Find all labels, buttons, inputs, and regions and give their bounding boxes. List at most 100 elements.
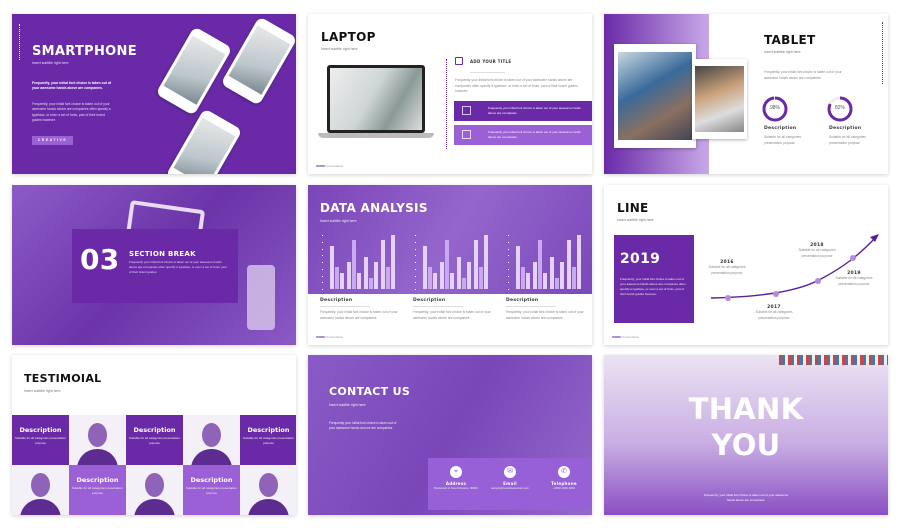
chart-bar (330, 245, 334, 289)
testimonial-card: Description Suitable for all categories p… (69, 465, 126, 515)
slide-thank-you[interactable]: THANK YOU Frequently, your initial font … (604, 355, 888, 515)
chart-bar (369, 278, 373, 289)
slide-title: LINE (617, 201, 649, 215)
bookshelf-photo (779, 355, 888, 365)
mail-icon: ✉ (504, 466, 516, 478)
edit-icon (455, 57, 463, 65)
y-tick (415, 241, 416, 243)
decorative-dots (882, 22, 883, 84)
chart-bar (521, 267, 525, 289)
stat-text: Suitable for all categories presentation… (764, 135, 802, 145)
slide-laptop[interactable]: LAPTOP Insert subtitle right here ADD YO… (308, 14, 592, 174)
location-pin-icon: ⌖ (450, 466, 462, 478)
contact-panel: ⌖ Address Boulevard of Good Dreams, 00000 … (428, 458, 592, 510)
thank-text: THANK (688, 392, 804, 426)
tablet-image (614, 44, 696, 148)
chart-bar (526, 272, 530, 289)
chart-bar (538, 240, 542, 289)
slide-subtitle: Insert subtitle right here (321, 47, 358, 51)
chart-bar (567, 240, 571, 289)
chart-bar (462, 278, 466, 289)
feature-text: Frequently your initial font choice is t… (488, 106, 581, 115)
footer: WORK Presentation (612, 335, 640, 339)
slide-title: LAPTOP (321, 30, 376, 44)
contact-address: ⌖ Address Boulevard of Good Dreams, 00000 (434, 466, 478, 490)
slide-smartphone[interactable]: SMARTPHONE Insert subtitle right here Fr… (12, 14, 296, 174)
creative-button[interactable]: Creative (32, 136, 73, 145)
y-tick (322, 262, 323, 263)
description-column: Description Frequently, your initial fon… (413, 298, 491, 320)
stat-text: Suitable for all categories presentation… (829, 135, 867, 145)
section-number: 03 (80, 243, 120, 276)
divider-dots (446, 59, 447, 149)
slide-testimonial[interactable]: TESTIMOIAL Insert subtitle right here De… (12, 355, 296, 515)
slide-subtitle: Insert subtitle right here (617, 218, 654, 222)
monitor-icon (462, 130, 471, 139)
underline (470, 72, 505, 73)
y-tick (322, 275, 323, 277)
bar-chart (508, 235, 583, 290)
chart-bar (352, 240, 356, 289)
stat-title: Description (829, 126, 862, 131)
y-tick (322, 282, 323, 284)
chart-bar (364, 256, 368, 289)
chart-bar (347, 262, 351, 289)
phone-image (155, 26, 233, 116)
chart-bar (555, 278, 559, 289)
chart-bar (381, 240, 385, 289)
body-text: Frequently your initial font choice is t… (455, 78, 578, 93)
y-tick (322, 289, 323, 290)
laptop-base (318, 133, 434, 138)
feature-box: Frequently your initial font choice is t… (454, 125, 592, 145)
slide-title: TABLET (764, 33, 816, 47)
y-tick (322, 268, 323, 270)
y-tick (415, 289, 416, 290)
chart-bar (445, 240, 449, 289)
testimonial-card: Description Suitable for all categories p… (240, 415, 296, 465)
slide-tablet[interactable]: TABLET Insert subtitle right here Freque… (604, 14, 888, 174)
chart-bar (467, 262, 471, 289)
glass-photo (247, 265, 275, 330)
y-tick (415, 275, 416, 277)
footer: WORK Presentation (316, 335, 344, 339)
stat-title: Description (764, 126, 797, 131)
slide-section-break[interactable]: 03 SECTION BREAK Frequently your initial… (12, 185, 296, 345)
year-box-text: Frequently, your initial font choice is … (620, 277, 686, 296)
y-tick (508, 282, 509, 284)
body-text: Frequently, your initial font choice is … (32, 102, 111, 122)
y-tick (508, 248, 509, 250)
y-tick (508, 255, 509, 257)
slide-data-analysis[interactable]: DATA ANALYSIS Insert subtitle right here… (308, 185, 592, 345)
body-text: Frequently, your initial font choice is … (764, 70, 842, 80)
growth-curve (710, 234, 879, 301)
slide-contact[interactable]: CONTACT US Insert subtitle right here Fr… (308, 355, 592, 515)
stat-value: 98% (769, 105, 780, 111)
decorative-dots (19, 24, 20, 60)
chart-bar (560, 262, 564, 289)
bar-chart (322, 235, 397, 290)
y-tick (415, 255, 416, 257)
chart-bar (484, 235, 488, 289)
milestone: 2016 Suitable for all categories presenta… (708, 260, 746, 275)
person-photo (69, 415, 126, 465)
slide-title: CONTACT US (329, 385, 411, 398)
person-photo (12, 465, 69, 515)
y-tick (322, 248, 323, 250)
y-tick (508, 275, 509, 277)
stat-ring: 82% (825, 94, 855, 129)
bold-text: Frequently, your initial font choice is … (32, 81, 112, 90)
slide-subtitle: Insert subtitle right here (329, 403, 366, 407)
footer: WORK Presentation (316, 164, 344, 168)
testimonial-card: Description Suitable for all categories p… (183, 465, 240, 515)
laptop-image (327, 65, 425, 133)
chart-bar (474, 240, 478, 289)
person-photo (126, 465, 183, 515)
slide-subtitle: Insert subtitle right here (764, 50, 801, 54)
slide-title: SMARTPHONE (32, 44, 137, 59)
chart-bar (423, 245, 427, 289)
milestone: 2017 Suitable for all categories presenta… (755, 305, 793, 320)
slide-line[interactable]: LINE Insert subtitle right here 2019 Fre… (604, 185, 888, 345)
slide-title: DATA ANALYSIS (320, 201, 428, 215)
y-tick (508, 235, 509, 236)
body-text: Frequently your initial font choice is t… (329, 421, 397, 430)
